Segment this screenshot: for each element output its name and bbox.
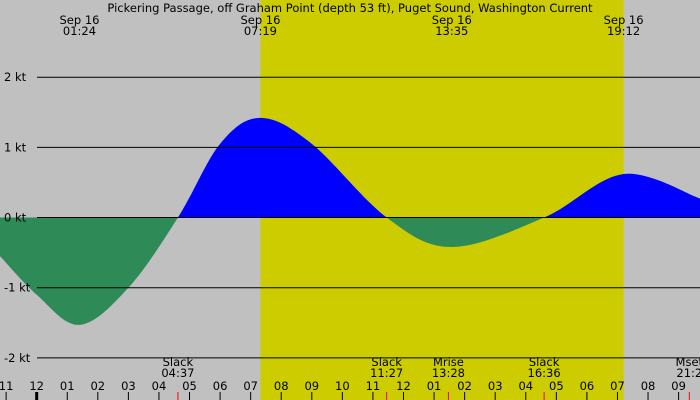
x-axis: 11 12 01 02 03 04 05 06 07 08 09 10 11 12 01 02 03 04 05 06…	[0, 379, 690, 400]
flood-area	[544, 173, 700, 218]
x-tick-label: 09	[671, 379, 686, 393]
x-tick-label: 05	[182, 379, 197, 393]
x-tick-label: 12	[29, 379, 44, 393]
extremum-time: 07:19	[244, 24, 277, 38]
event-time: 11:27	[370, 366, 403, 380]
event-name: Slack	[371, 355, 402, 369]
x-tick-label: 11	[366, 379, 381, 393]
y-tick-label: 1 kt	[4, 140, 27, 154]
event-name: Mrise	[433, 355, 464, 369]
x-tick-label: 07	[243, 379, 258, 393]
event-time: 16:36	[528, 366, 561, 380]
x-tick-label: 06	[213, 379, 228, 393]
event-time: 13:28	[432, 366, 465, 380]
x-tick-label: 06	[580, 379, 595, 393]
x-tick-label: 04	[152, 379, 167, 393]
x-tick-label: 02	[457, 379, 472, 393]
extremum-time: 13:35	[435, 24, 468, 38]
y-tick-label: -2 kt	[4, 351, 31, 365]
current-area-layer	[0, 117, 700, 325]
flood-area	[177, 117, 387, 218]
ebb-area	[0, 217, 178, 325]
x-tick-label: 12	[396, 379, 411, 393]
event-time: 21:2	[676, 366, 700, 380]
x-tick-label: 11	[0, 379, 13, 393]
x-tick-label: 08	[274, 379, 289, 393]
extremum-time: 19:12	[607, 24, 640, 38]
extremum-date: Sep 16	[604, 13, 644, 27]
event-labels: Slack04:37Slack11:27Mrise13:28Slack16:36…	[161, 355, 700, 380]
x-tick-label: 09	[304, 379, 319, 393]
extremum-date: Sep 16	[59, 13, 99, 27]
x-tick-label: 02	[90, 379, 105, 393]
x-tick-label: 10	[335, 379, 350, 393]
ebb-area	[386, 217, 545, 247]
x-tick-label: 04	[518, 379, 533, 393]
x-tick-label: 01	[427, 379, 442, 393]
gridline-layer	[37, 76, 700, 359]
y-tick-label: 2 kt	[4, 70, 27, 84]
x-tick-label: 03	[488, 379, 503, 393]
extremum-date: Sep 16	[240, 13, 280, 27]
x-tick-label: 07	[610, 379, 625, 393]
y-tick-label: -1 kt	[4, 281, 31, 295]
extremum-date: Sep 16	[432, 13, 472, 27]
x-tick-label: 05	[549, 379, 564, 393]
y-tick-label: 0 kt	[4, 211, 27, 225]
y-axis-labels: 2 kt 1 kt 0 kt -1 kt -2 kt	[4, 70, 31, 365]
event-name: Slack	[163, 355, 194, 369]
x-tick-label: 01	[60, 379, 75, 393]
chart-title: Pickering Passage, off Graham Point (dep…	[107, 1, 593, 15]
extremum-time: 01:24	[63, 24, 96, 38]
event-name: Slack	[529, 355, 560, 369]
event-name: Mset	[676, 355, 700, 369]
x-tick-label: 03	[121, 379, 136, 393]
x-tick-label: 08	[641, 379, 656, 393]
event-time: 04:37	[161, 366, 194, 380]
